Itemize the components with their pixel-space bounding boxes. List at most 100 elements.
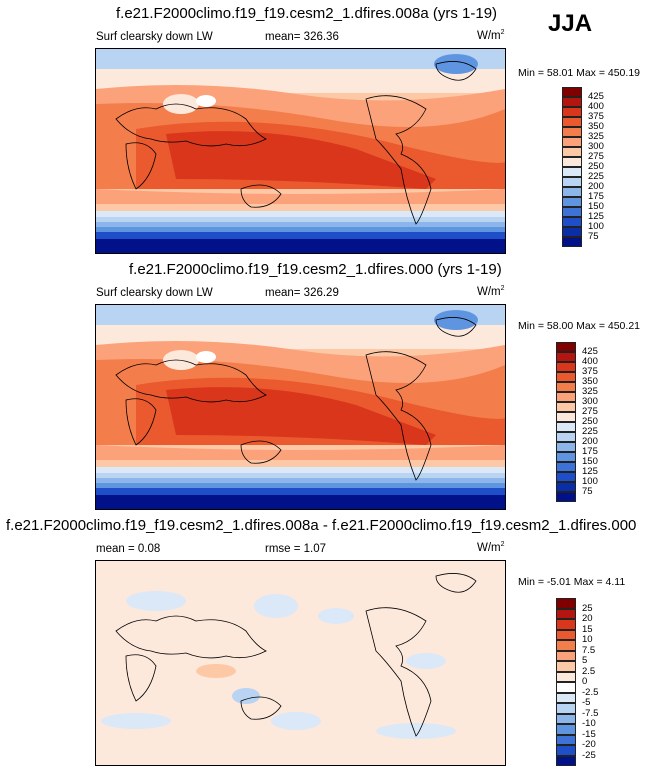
panel-3-colorbar-cell [556, 629, 576, 640]
panel-3-colorbar-label: 20 [582, 613, 593, 624]
panel-1-colorbar-cell [562, 187, 582, 197]
panel-2-colorbar-cell [556, 422, 576, 432]
panel-3-colorbar-cell [556, 713, 576, 724]
panel-2-colorbar-label: 275 [582, 406, 598, 417]
panel-3-colorbar: 25 20 15 10 7.5 5 2.5 0 -2.5 -5 -7.5 -10 -15 -20 -25 [556, 598, 636, 766]
panel-3-colorbar-label: -7.5 [582, 707, 599, 719]
panel-2-colorbar-label: 250 [582, 416, 598, 427]
panel-1-colorbar-cell [562, 177, 582, 187]
panel-2-colorbar-cell [556, 352, 576, 362]
panel-3-colorbar-cell [556, 661, 576, 672]
panel-3-units: W/m2 [477, 541, 505, 554]
panel-3-colorbar-cell [556, 724, 576, 735]
panel-1-colorbar-label: 125 [588, 211, 604, 222]
panel-3-title: f.e21.F2000climo.f19_f19.cesm2_1.dfires.… [6, 517, 637, 534]
panel-2-colorbar-label: 125 [582, 466, 598, 477]
panel-1-colorbar-cell [562, 127, 582, 137]
panel-3-colorbar-cell [556, 671, 576, 682]
panel-1-colorbar-cell [562, 97, 582, 107]
panel-3-colorbar-cell [556, 703, 576, 714]
panel-2-colorbar-cell [556, 442, 576, 452]
panel-3-colorbar-label: -5 [582, 697, 591, 708]
panel-1-colorbar-cell [562, 197, 582, 207]
panel-2-colorbar-label: 300 [582, 396, 598, 407]
panel-1-colorbar-label: 225 [588, 171, 604, 182]
panel-2-colorbar-label: 200 [582, 436, 598, 447]
panel-1-colorbar-label: 425 [588, 91, 604, 102]
panel-2-colorbar-cell [556, 362, 576, 372]
panel-2-colorbar-cell [556, 402, 576, 412]
panel-3-colorbar-cell [556, 650, 576, 661]
panel-3-colorbar-label: 7.5 [582, 644, 596, 656]
panel-3-colorbar-label: 10 [582, 634, 593, 645]
panel-3-colorbar-label: 0 [582, 676, 588, 687]
panel-2-colorbar-label: 225 [582, 426, 598, 437]
panel-3-colorbar-label: 15 [582, 623, 593, 635]
panel-2-colorbar-label: 100 [582, 476, 598, 487]
panel-1-colorbar-label: 300 [588, 141, 604, 152]
panel-2-colorbar-cell [556, 472, 576, 482]
panel-3-colorbar-label: -25 [582, 749, 596, 761]
panel-3-mean-label: mean = 0.08 [96, 543, 161, 555]
panel-1-colorbar-label: 350 [588, 121, 604, 132]
panel-3-colorbar-label: -10 [582, 718, 596, 729]
panel-2-colorbar-label: 375 [582, 366, 598, 377]
panel-2-colorbar: 425 400 375 350 325 300 275 250 225 200 175 150 125 1… [556, 342, 636, 502]
panel-2-colorbar-label: 425 [582, 346, 598, 357]
panel-2-colorbar-cell [556, 372, 576, 382]
panel-2-mean-label: mean= 326.29 [265, 287, 339, 299]
panel-1-colorbar-label: 400 [588, 101, 604, 112]
panel-3-colorbar-cell [556, 692, 576, 703]
panel-3-colorbar-label: 25 [582, 602, 593, 614]
panel-1-colorbar-cell [562, 167, 582, 177]
panel-1-colorbar-label: 150 [588, 201, 604, 212]
panel-3-colorbar-cell [556, 608, 576, 619]
panel-2-colorbar-cell [556, 462, 576, 472]
panel-2-minmax: Min = 58.00 Max = 450.21 [518, 320, 640, 332]
panel-3-colorbar-cell [556, 755, 576, 766]
panel-2-colorbar-cell [556, 382, 576, 392]
panel-1-colorbar-label: 325 [588, 131, 604, 142]
panel-3-map [95, 560, 506, 766]
panel-2-variable-label: Surf clearsky down LW [96, 287, 213, 299]
panel-1-colorbar-cell [562, 107, 582, 117]
panel-2-colorbar-label: 150 [582, 456, 598, 467]
season-label: JJA [548, 10, 593, 37]
panel-3-colorbar-cell [556, 745, 576, 756]
panel-1-colorbar-label: 175 [588, 191, 604, 202]
panel-3-colorbar-cell [556, 734, 576, 745]
panel-1-colorbar-cell [562, 227, 582, 237]
panel-3-colorbar-label: -2.5 [582, 686, 599, 698]
panel-2-colorbar-cell [556, 452, 576, 462]
panel-3-colorbar-label: 5 [582, 655, 588, 666]
panel-1-mean-label: mean= 326.36 [265, 31, 339, 43]
panel-1-colorbar-cell [562, 217, 582, 227]
panel-1-colorbar-cell [562, 157, 582, 167]
panel-1-colorbar-label: 100 [588, 221, 604, 232]
panel-1-colorbar-cell [562, 237, 582, 247]
panel-2-colorbar-cell [556, 412, 576, 422]
panel-3-colorbar-label: -20 [582, 739, 596, 750]
panel-2-colorbar-label: 75 [582, 486, 593, 497]
panel-2-colorbar-label: 325 [582, 386, 598, 397]
panel-1-colorbar: 425 400 375 350 325 300 275 250 225 200 175 150 125 1… [562, 87, 642, 247]
panel-2-colorbar-cell [556, 342, 576, 352]
panel-2-colorbar-cell [556, 492, 576, 502]
panel-1-title: f.e21.F2000climo.f19_f19.cesm2_1.dfires.… [116, 5, 498, 22]
panel-3-minmax: Min = -5.01 Max = 4.11 [518, 576, 626, 588]
panel-2-colorbar-label: 175 [582, 446, 598, 457]
panel-1-colorbar-cell [562, 87, 582, 97]
panel-1-colorbar-label: 250 [588, 161, 604, 172]
panel-1-colorbar-cell [562, 137, 582, 147]
panel-2-map [95, 304, 506, 510]
panel-3-colorbar-cell [556, 640, 576, 651]
panel-3-colorbar-label: -15 [582, 728, 596, 740]
panel-1-colorbar-cell [562, 147, 582, 157]
panel-2-colorbar-cell [556, 482, 576, 492]
panel-2-units: W/m2 [477, 285, 505, 298]
panel-1-colorbar-label: 375 [588, 111, 604, 122]
panel-3-rmse-label: rmse = 1.07 [265, 543, 327, 555]
panel-2-title: f.e21.F2000climo.f19_f19.cesm2_1.dfires.… [129, 261, 502, 278]
panel-1-colorbar-label: 200 [588, 181, 604, 192]
panel-1-variable-label: Surf clearsky down LW [96, 31, 213, 43]
